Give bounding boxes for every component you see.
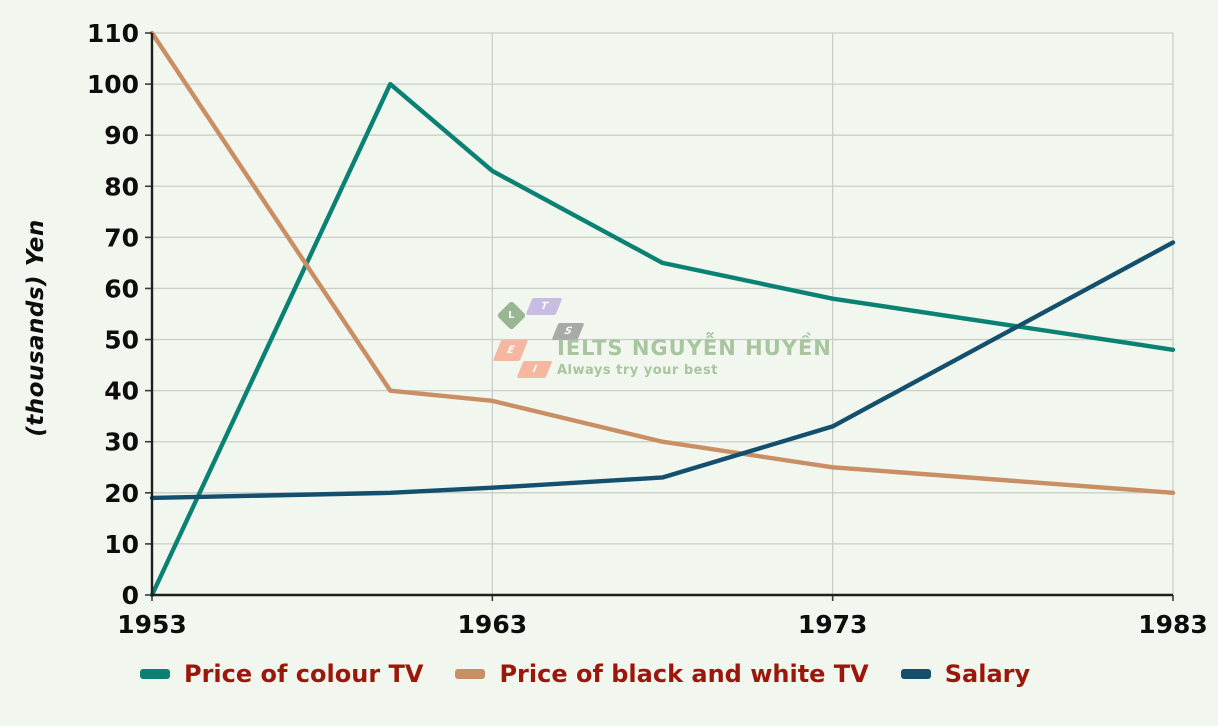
series-lines: [149, 30, 1176, 598]
chart-legend: Price of colour TV Price of black and wh…: [140, 660, 1030, 688]
legend-label-bw-tv: Price of black and white TV: [499, 660, 869, 688]
svg-text:1953: 1953: [117, 610, 187, 639]
legend-label-colour-tv: Price of colour TV: [184, 660, 424, 688]
svg-text:80: 80: [104, 172, 139, 201]
svg-text:1983: 1983: [1138, 610, 1208, 639]
svg-text:60: 60: [104, 274, 139, 303]
series-line-1: [149, 30, 1176, 496]
legend-label-salary: Salary: [944, 660, 1031, 688]
legend-swatch-bw-tv: [455, 669, 486, 679]
svg-text:0: 0: [122, 581, 139, 610]
svg-text:10: 10: [104, 530, 139, 559]
tick-labels: 0 10 20 30 40 50 60 70 80 90 100 110 1953 1963 1973 198…: [87, 19, 1208, 639]
svg-text:100: 100: [87, 70, 139, 99]
legend-swatch-colour-tv: [140, 669, 170, 679]
legend-item-bw-tv: Price of black and white TV: [455, 660, 869, 688]
svg-text:20: 20: [104, 479, 139, 508]
svg-text:40: 40: [104, 377, 139, 406]
legend-item-colour-tv: Price of colour TV: [140, 660, 423, 688]
svg-text:1973: 1973: [798, 610, 868, 639]
svg-text:1963: 1963: [458, 610, 528, 639]
legend-swatch-salary: [900, 669, 931, 679]
axes: [145, 32, 1174, 601]
svg-text:50: 50: [104, 326, 139, 355]
svg-text:30: 30: [104, 428, 139, 457]
legend-item-salary: Salary: [900, 660, 1031, 688]
gridlines: [152, 32, 1174, 595]
series-line-2: [149, 240, 1176, 501]
svg-text:110: 110: [87, 19, 139, 48]
svg-text:90: 90: [104, 121, 139, 150]
line-chart: 0 10 20 30 40 50 60 70 80 90 100 110 1953 1963 1973 198…: [87, 19, 1208, 639]
svg-text:70: 70: [104, 223, 139, 252]
series-line-0: [149, 81, 1176, 598]
